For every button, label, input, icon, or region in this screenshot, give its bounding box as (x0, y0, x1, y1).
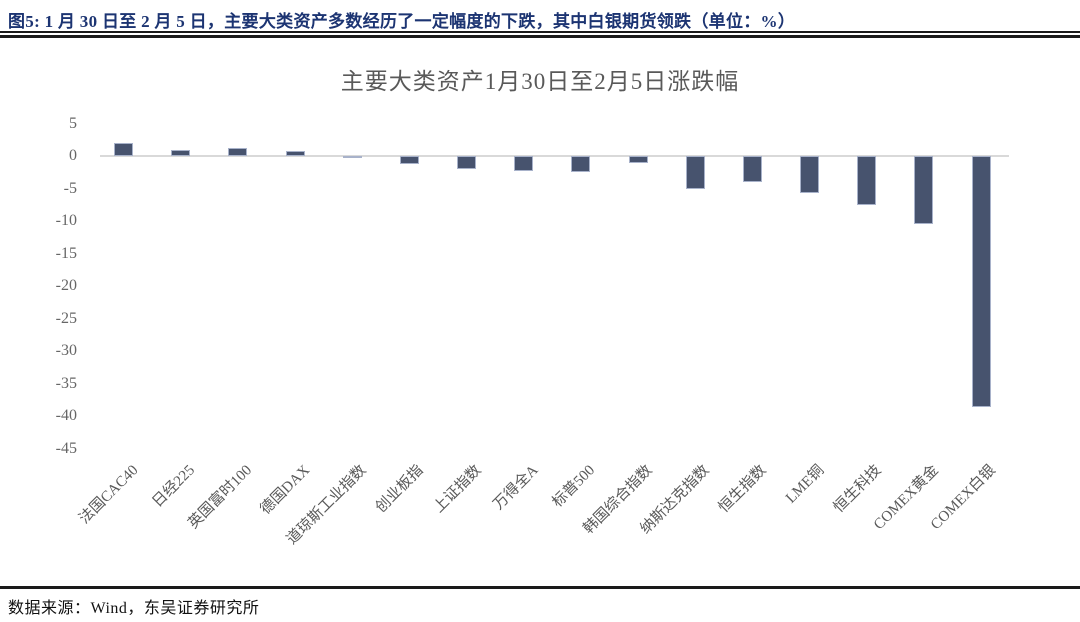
category-label: 上证指数 (430, 462, 485, 517)
y-axis-tick-label: -25 (55, 309, 77, 327)
category-label: 德国DAX (257, 462, 313, 518)
y-axis-tick-label: -35 (55, 374, 77, 392)
bar-10 (628, 156, 648, 164)
y-axis-tick-label: -15 (55, 244, 77, 262)
bar-11 (685, 156, 705, 189)
chart-title: 主要大类资产1月30日至2月5日涨跌幅 (340, 69, 740, 94)
category-label: 恒生科技 (830, 462, 885, 517)
data-source-note: 数据来源：Wind，东吴证券研究所 (8, 600, 260, 617)
bar-4 (285, 150, 305, 156)
bar-9 (571, 156, 591, 173)
bar-6 (399, 156, 419, 165)
y-axis-tick-label: -45 (55, 439, 77, 457)
header-divider-line-thin (0, 31, 1080, 33)
category-label: LME铜 (782, 462, 828, 507)
y-axis-tick-label: -5 (63, 179, 77, 197)
category-label: 法国CAC40 (76, 462, 142, 528)
y-axis-tick-label: 0 (69, 147, 77, 164)
y-axis-tick-label: -20 (55, 277, 77, 294)
y-axis-tick-label: -40 (55, 407, 77, 424)
bar-7 (457, 156, 477, 169)
category-label: 万得全A (490, 462, 542, 514)
bar-14 (857, 156, 877, 206)
bar-5 (342, 156, 362, 158)
bar-13 (800, 156, 820, 194)
footer-divider-line (0, 586, 1080, 589)
header-divider-line-thick (0, 35, 1080, 38)
figure-caption: 图5: 1 月 30 日至 2 月 5 日，主要大类资产多数经历了一定幅度的下跌… (8, 12, 796, 31)
category-label: 日经225 (149, 462, 199, 511)
bar-2 (171, 150, 191, 156)
bar-15 (914, 156, 934, 224)
bar-16 (971, 156, 991, 407)
y-axis-tick-label: -30 (55, 342, 77, 359)
bar-12 (742, 156, 762, 182)
bar-3 (228, 147, 248, 156)
x-axis-zero-line (100, 155, 1009, 157)
bar-8 (514, 156, 534, 171)
y-axis-tick-label: 5 (69, 114, 77, 132)
category-label: 标普500 (550, 462, 599, 511)
category-label: 创业板指 (373, 462, 427, 517)
category-label: 恒生指数 (716, 462, 770, 517)
y-axis-tick-label: -10 (55, 212, 77, 229)
bar-1 (114, 143, 133, 156)
